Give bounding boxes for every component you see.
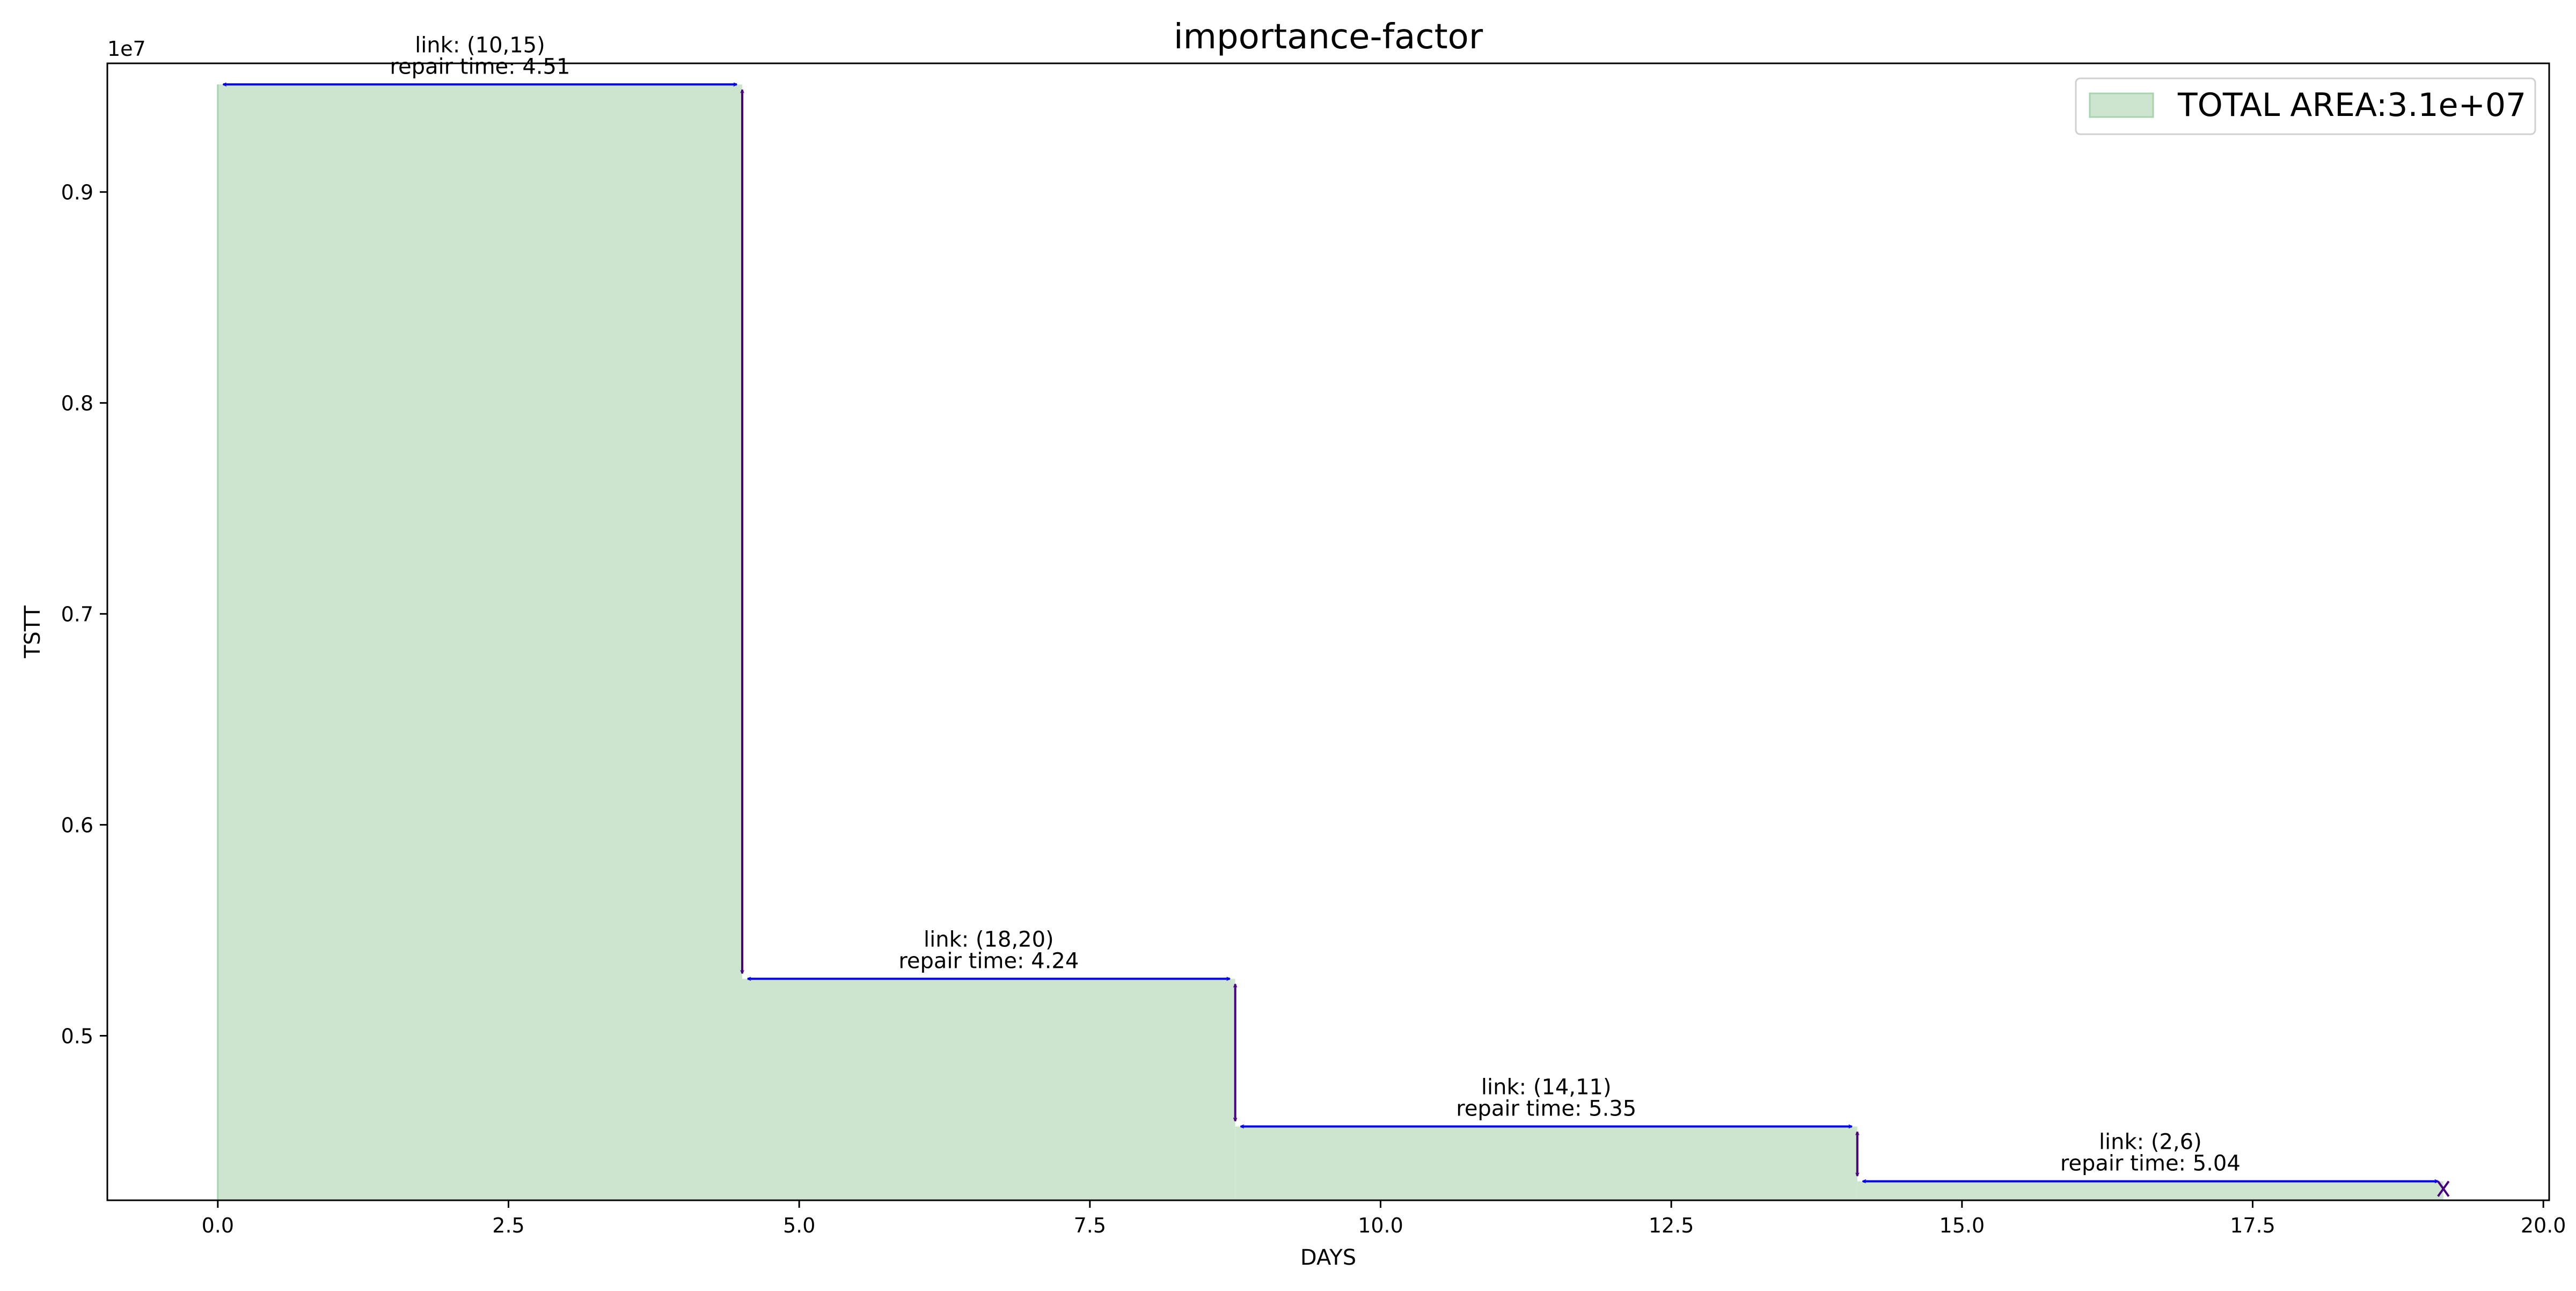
x-tick-label-4: 10.0 bbox=[1358, 1214, 1403, 1237]
area-step-2 bbox=[1235, 1126, 1857, 1200]
legend: TOTAL AREA:3.1e+07 bbox=[2075, 77, 2536, 135]
x-tick-label-0: 0.0 bbox=[202, 1214, 234, 1237]
x-axis-label: DAYS bbox=[1300, 1245, 1356, 1270]
annotation-link-label-1: link: (18,20) bbox=[924, 927, 1054, 952]
x-tick-label-7: 17.5 bbox=[2230, 1214, 2275, 1237]
y-tick-label-3: 0.8 bbox=[61, 392, 93, 415]
x-tick-label-5: 12.5 bbox=[1649, 1214, 1694, 1237]
x-tick-label-3: 7.5 bbox=[1074, 1214, 1106, 1237]
annotation-link-label-3: link: (2,6) bbox=[2099, 1130, 2202, 1155]
area-step-1 bbox=[742, 979, 1235, 1200]
y-axis-offset-label: 1e7 bbox=[107, 37, 146, 61]
y-tick-label-2: 0.7 bbox=[61, 603, 93, 626]
x-tick-label-6: 15.0 bbox=[1940, 1214, 1985, 1237]
annotation-link-label-2: link: (14,11) bbox=[1481, 1075, 1612, 1099]
annotation-layer: link: (10,15)repair time: 4.51 link: (18,… bbox=[223, 33, 2450, 1197]
area-layer bbox=[217, 84, 2443, 1201]
end-marker-stroke-b bbox=[2437, 1180, 2450, 1197]
y-tick-label-0: 0.5 bbox=[61, 1024, 93, 1048]
chart-title: importance-factor bbox=[1174, 17, 1483, 57]
x-tick-label-1: 2.5 bbox=[492, 1214, 524, 1237]
y-tick-label-1: 0.6 bbox=[61, 814, 93, 837]
annotation-repair-label-0: repair time: 4.51 bbox=[390, 54, 570, 79]
legend-swatch bbox=[2089, 92, 2154, 118]
y-axis-ticks: 0.5 0.6 0.7 0.8 0.9 bbox=[61, 181, 107, 1048]
area-step-0 bbox=[217, 84, 742, 1201]
x-axis-ticks: 0.0 2.5 5.0 7.5 10.0 12.5 15.0 17.5 20.0 bbox=[202, 1200, 2566, 1237]
annotation-repair-label-1: repair time: 4.24 bbox=[898, 949, 1079, 973]
legend-entry-total-area: TOTAL AREA:3.1e+07 bbox=[2177, 86, 2526, 124]
plot-frame bbox=[106, 62, 2550, 1201]
annotation-repair-label-3: repair time: 5.04 bbox=[2060, 1151, 2241, 1176]
y-tick-label-4: 0.9 bbox=[61, 181, 93, 205]
legend-frame bbox=[2075, 77, 2536, 135]
x-tick-label-8: 20.0 bbox=[2521, 1214, 2566, 1237]
annotation-link-label-0: link: (10,15) bbox=[415, 33, 545, 57]
y-axis-label: TSTT bbox=[20, 605, 45, 659]
area-step-3 bbox=[1857, 1181, 2443, 1200]
annotation-repair-label-2: repair time: 5.35 bbox=[1456, 1096, 1636, 1121]
x-tick-label-2: 5.0 bbox=[783, 1214, 815, 1237]
